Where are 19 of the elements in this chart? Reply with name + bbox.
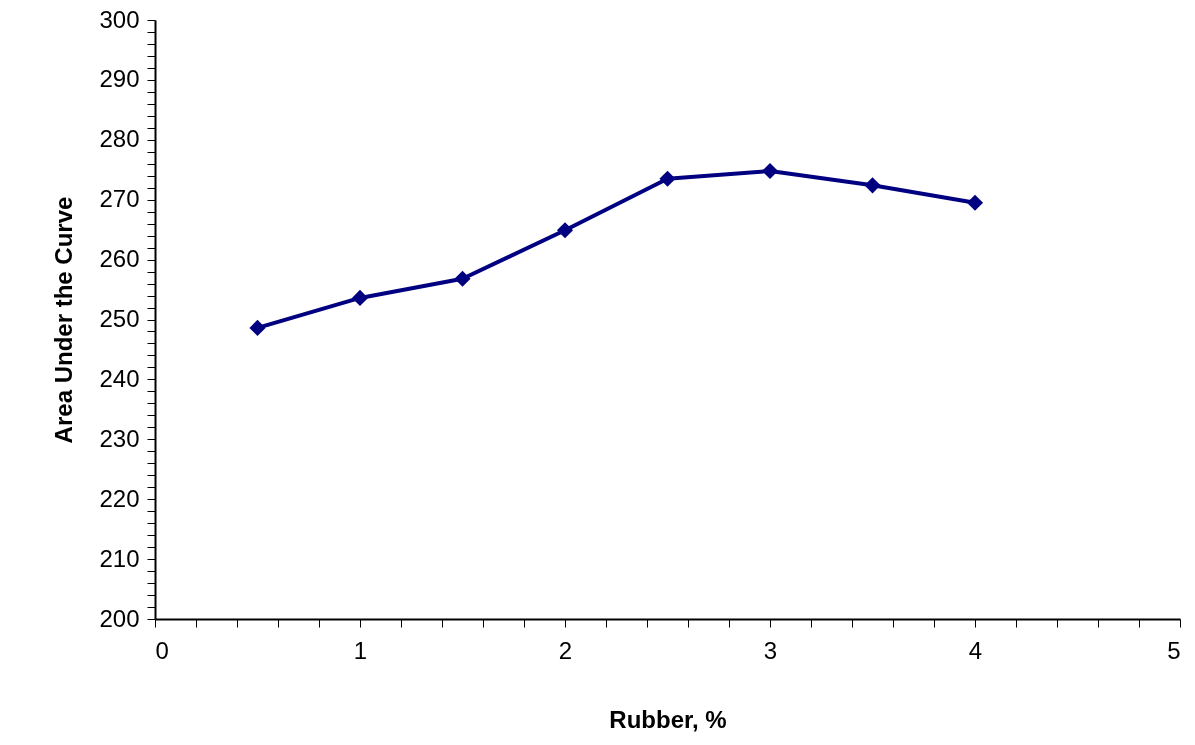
y-tick-label: 270: [99, 185, 140, 213]
x-tick-label: 3: [763, 636, 778, 664]
x-axis-title: Rubber, %: [609, 705, 727, 733]
y-tick-label: 210: [99, 544, 140, 572]
x-tick-label: 1: [353, 636, 368, 664]
y-tick-label: 230: [99, 424, 140, 452]
y-tick-label: 240: [99, 364, 140, 392]
y-tick-label: 280: [99, 125, 140, 153]
y-tick-label: 290: [99, 65, 140, 93]
y-tick-label: 200: [99, 604, 140, 632]
y-axis-title: Area Under the Curve: [50, 196, 78, 444]
y-tick-label: 250: [99, 305, 140, 332]
x-tick-label: 4: [968, 636, 983, 664]
x-tick-label: 2: [558, 636, 573, 664]
y-tick-label: 300: [99, 5, 140, 33]
x-tick-label: 0: [155, 636, 169, 664]
y-tick-label: 260: [99, 245, 140, 273]
x-tick-label: 5: [1167, 636, 1181, 664]
y-tick-label: 220: [99, 484, 140, 512]
